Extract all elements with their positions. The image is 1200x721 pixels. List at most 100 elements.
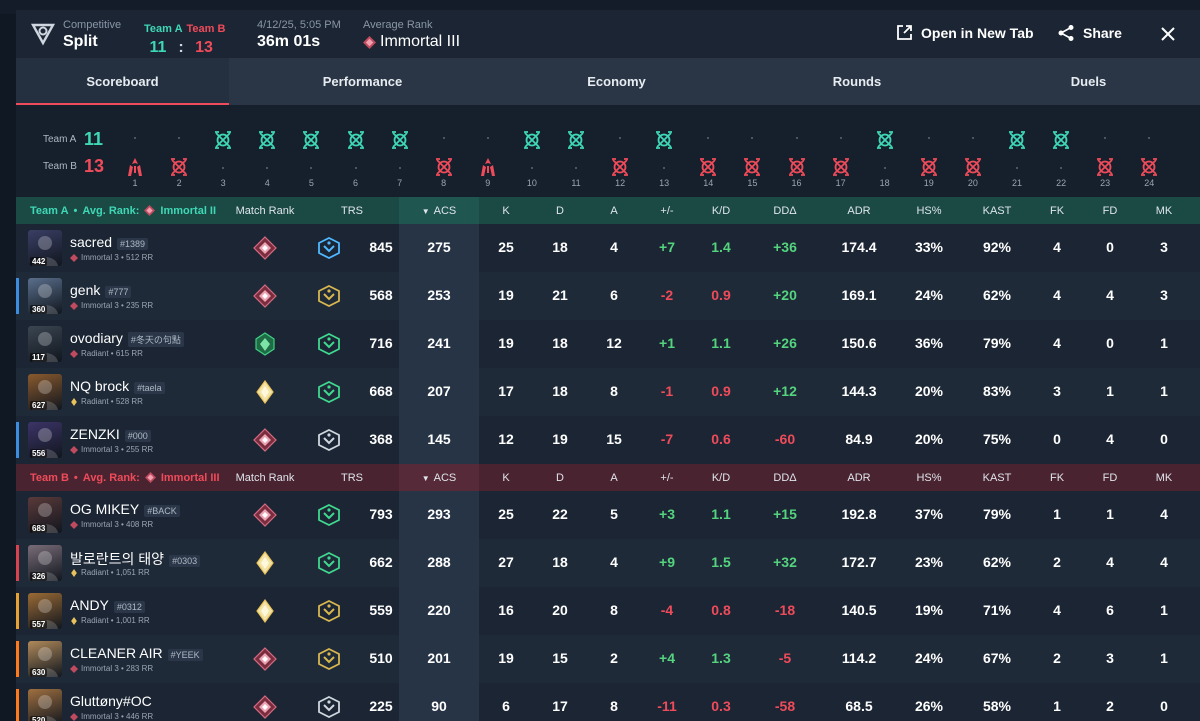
round-2[interactable]: 2: [165, 115, 193, 193]
round-23[interactable]: 23: [1091, 115, 1119, 193]
player-name[interactable]: NQ brock: [70, 378, 130, 394]
column-header-mk[interactable]: MK: [1142, 205, 1186, 217]
player-row[interactable]: 520 Gluttøny#OC Immortal 3 • 446 RR 225 90 6 1…: [16, 683, 1200, 721]
tab-economy[interactable]: Economy: [587, 74, 646, 89]
open-new-tab-button[interactable]: Open in New Tab: [896, 24, 1034, 41]
column-header-k[interactable]: K: [484, 205, 528, 217]
round-14[interactable]: 14: [694, 115, 722, 193]
player-name[interactable]: ANDY: [70, 597, 109, 613]
round-8[interactable]: 8: [430, 115, 458, 193]
column-header-hs[interactable]: HS%: [907, 472, 951, 484]
column-header-trs[interactable]: TRS: [330, 472, 374, 484]
player-row[interactable]: 683 OG MIKEY #BACK Immortal 3 • 408 RR 793 29…: [16, 491, 1200, 539]
column-header-pm[interactable]: +/-: [645, 205, 689, 217]
column-header-a[interactable]: A: [592, 472, 636, 484]
player-name-block[interactable]: NQ brock #taela: [70, 378, 165, 394]
column-header-dd[interactable]: DDΔ: [763, 205, 807, 217]
column-header-adr[interactable]: ADR: [837, 205, 881, 217]
column-header-acs[interactable]: ▼ ACS: [417, 472, 461, 484]
tab-duels[interactable]: Duels: [1070, 74, 1107, 89]
player-name[interactable]: genk: [70, 282, 101, 298]
player-name[interactable]: Gluttøny#OC: [70, 693, 152, 709]
player-name-block[interactable]: ZENZKI #000: [70, 426, 151, 442]
player-name-block[interactable]: OG MIKEY #BACK: [70, 501, 180, 517]
column-header-match_rank[interactable]: Match Rank: [230, 472, 300, 484]
player-row[interactable]: 117 ovodiary #冬天の句點 Radiant • 615 RR 716 241 1…: [16, 320, 1200, 368]
player-row[interactable]: 630 CLEANER AIR #YEEK Immortal 3 • 283 RR 51…: [16, 635, 1200, 683]
elimination-icon: [347, 131, 364, 149]
round-3[interactable]: 3: [209, 115, 237, 193]
player-row[interactable]: 557 ANDY #0312 Radiant • 1,001 RR 559 220 16 20…: [16, 587, 1200, 635]
column-header-k[interactable]: K: [484, 472, 528, 484]
player-name-block[interactable]: sacred #1389: [70, 234, 149, 250]
column-header-fd[interactable]: FD: [1088, 472, 1132, 484]
player-row[interactable]: 326 발로란트의 태양 #0303 Radiant • 1,051 RR 662 288…: [16, 539, 1200, 587]
column-header-hs[interactable]: HS%: [907, 205, 951, 217]
round-16[interactable]: 16: [783, 115, 811, 193]
player-name-block[interactable]: Gluttøny#OC: [70, 693, 152, 709]
column-header-fk[interactable]: FK: [1035, 472, 1079, 484]
stat-mk: 1: [1160, 650, 1168, 666]
column-header-kd[interactable]: K/D: [699, 472, 743, 484]
tab-rounds[interactable]: Rounds: [832, 74, 882, 89]
round-7[interactable]: 7: [386, 115, 414, 193]
player-name-block[interactable]: genk #777: [70, 282, 132, 298]
player-row[interactable]: 360 genk #777 Immortal 3 • 235 RR 568 253 19 21…: [16, 272, 1200, 320]
column-header-pm[interactable]: +/-: [645, 472, 689, 484]
column-header-kd[interactable]: K/D: [699, 205, 743, 217]
round-4[interactable]: 4: [253, 115, 281, 193]
round-10[interactable]: 10: [518, 115, 546, 193]
round-18[interactable]: 18: [871, 115, 899, 193]
column-header-kast[interactable]: KAST: [975, 205, 1019, 217]
tab-performance[interactable]: Performance: [322, 74, 403, 89]
round-9[interactable]: 9: [474, 115, 502, 193]
round-11[interactable]: 11: [562, 115, 590, 193]
player-name[interactable]: ovodiary: [70, 330, 123, 346]
column-header-dd[interactable]: DDΔ: [763, 472, 807, 484]
round-12[interactable]: 12: [606, 115, 634, 193]
column-header-d[interactable]: D: [538, 472, 582, 484]
round-13[interactable]: 13: [650, 115, 678, 193]
round-19[interactable]: 19: [915, 115, 943, 193]
round-1[interactable]: 1: [121, 115, 149, 193]
round-5[interactable]: 5: [297, 115, 325, 193]
player-name[interactable]: CLEANER AIR: [70, 645, 163, 661]
player-name[interactable]: ZENZKI: [70, 426, 120, 442]
column-header-label: MK: [1155, 471, 1173, 484]
player-name-block[interactable]: 발로란트의 태양 #0303: [70, 549, 201, 569]
round-20[interactable]: 20: [959, 115, 987, 193]
column-header-a[interactable]: A: [592, 205, 636, 217]
share-button[interactable]: Share: [1057, 24, 1122, 42]
player-name[interactable]: sacred: [70, 234, 113, 250]
column-header-adr[interactable]: ADR: [837, 472, 881, 484]
round-17[interactable]: 17: [827, 115, 855, 193]
round-24[interactable]: 24: [1135, 115, 1163, 193]
round-number: 18: [879, 178, 890, 188]
player-name[interactable]: 발로란트의 태양: [70, 551, 165, 567]
close-icon[interactable]: [1158, 24, 1178, 44]
player-name-block[interactable]: ANDY #0312: [70, 597, 145, 613]
player-name-block[interactable]: CLEANER AIR #YEEK: [70, 645, 203, 661]
column-header-kast[interactable]: KAST: [975, 472, 1019, 484]
player-name-block[interactable]: ovodiary #冬天の句點: [70, 330, 184, 347]
column-header-fk[interactable]: FK: [1035, 205, 1079, 217]
player-row[interactable]: 442 sacred #1389 Immortal 3 • 512 RR 845 275 2…: [16, 224, 1200, 272]
tab-scoreboard[interactable]: Scoreboard: [16, 58, 229, 105]
column-header-mk[interactable]: MK: [1142, 472, 1186, 484]
player-row[interactable]: 627 NQ brock #taela Radiant • 528 RR 668 207 1…: [16, 368, 1200, 416]
player-name[interactable]: OG MIKEY: [70, 501, 140, 517]
stat-kast: 67%: [982, 650, 1012, 666]
stat-kd: 1.1: [711, 506, 731, 522]
column-header-d[interactable]: D: [538, 205, 582, 217]
round-6[interactable]: 6: [342, 115, 370, 193]
stat-mk: 4: [1160, 506, 1168, 522]
column-header-trs[interactable]: TRS: [330, 205, 374, 217]
round-22[interactable]: 22: [1047, 115, 1075, 193]
column-header-match_rank[interactable]: Match Rank: [230, 205, 300, 217]
column-header-acs[interactable]: ▼ ACS: [417, 205, 461, 217]
round-15[interactable]: 15: [738, 115, 766, 193]
round-21[interactable]: 21: [1003, 115, 1031, 193]
player-row[interactable]: 556 ZENZKI #000 Immortal 3 • 255 RR 368 145 12…: [16, 416, 1200, 464]
column-header-fd[interactable]: FD: [1088, 205, 1132, 217]
immortal-rank-icon: [144, 472, 156, 483]
